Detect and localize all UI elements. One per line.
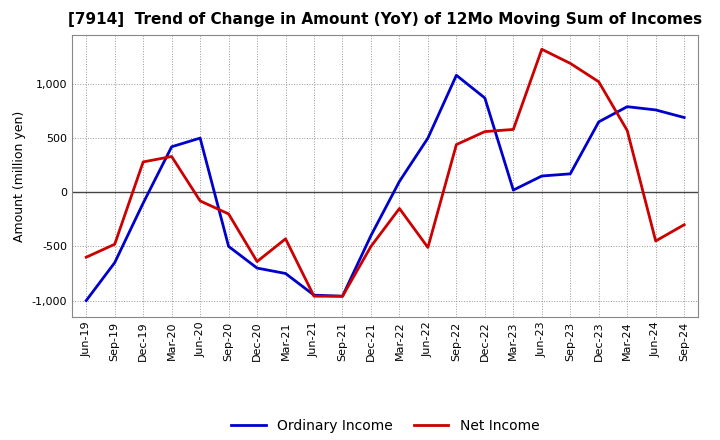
Net Income: [680, 222, 688, 227]
Net Income: [623, 128, 631, 133]
Net Income: [595, 79, 603, 84]
Net Income: [452, 142, 461, 147]
Ordinary Income: [253, 265, 261, 271]
Ordinary Income: [282, 271, 290, 276]
Ordinary Income: [623, 104, 631, 109]
Net Income: [338, 293, 347, 299]
Line: Ordinary Income: Ordinary Income: [86, 75, 684, 301]
Ordinary Income: [595, 119, 603, 125]
Ordinary Income: [395, 179, 404, 184]
Title: [7914]  Trend of Change in Amount (YoY) of 12Mo Moving Sum of Incomes: [7914] Trend of Change in Amount (YoY) o…: [68, 12, 702, 27]
Net Income: [537, 47, 546, 52]
Net Income: [509, 127, 518, 132]
Ordinary Income: [225, 244, 233, 249]
Net Income: [225, 211, 233, 216]
Net Income: [82, 255, 91, 260]
Net Income: [395, 206, 404, 211]
Net Income: [196, 198, 204, 204]
Ordinary Income: [509, 187, 518, 193]
Net Income: [366, 244, 375, 249]
Ordinary Income: [680, 115, 688, 120]
Net Income: [139, 159, 148, 165]
Ordinary Income: [82, 298, 91, 303]
Net Income: [282, 236, 290, 242]
Ordinary Income: [452, 73, 461, 78]
Ordinary Income: [196, 136, 204, 141]
Ordinary Income: [139, 201, 148, 206]
Ordinary Income: [366, 233, 375, 238]
Ordinary Income: [338, 293, 347, 299]
Net Income: [480, 129, 489, 134]
Ordinary Income: [167, 144, 176, 150]
Ordinary Income: [110, 260, 119, 265]
Line: Net Income: Net Income: [86, 49, 684, 296]
Ordinary Income: [310, 293, 318, 298]
Ordinary Income: [652, 107, 660, 113]
Ordinary Income: [423, 136, 432, 141]
Net Income: [566, 61, 575, 66]
Ordinary Income: [480, 95, 489, 101]
Net Income: [167, 154, 176, 159]
Net Income: [110, 242, 119, 247]
Net Income: [423, 245, 432, 250]
Ordinary Income: [566, 171, 575, 176]
Net Income: [652, 238, 660, 244]
Legend: Ordinary Income, Net Income: Ordinary Income, Net Income: [225, 414, 545, 439]
Net Income: [253, 259, 261, 264]
Net Income: [310, 293, 318, 299]
Ordinary Income: [537, 173, 546, 179]
Y-axis label: Amount (million yen): Amount (million yen): [13, 110, 26, 242]
